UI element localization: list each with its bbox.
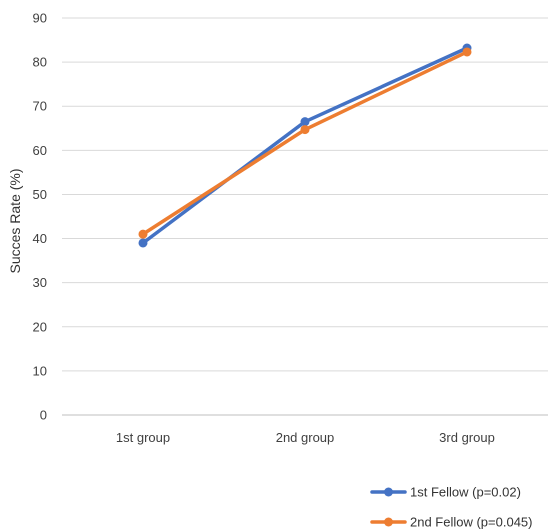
series-2 [138,47,472,239]
y-tick-label: 10 [33,363,47,378]
x-tick-label: 1st group [116,430,170,445]
x-axis-ticks: 1st group 2nd group 3rd group [116,430,495,445]
data-point [300,125,310,135]
legend-label: 1st Fellow (p=0.02) [410,485,521,500]
gridlines [62,17,548,416]
y-axis-ticks: 0 10 20 30 40 50 60 70 80 90 [33,11,47,423]
y-tick-label: 0 [40,408,47,423]
y-tick-label: 50 [33,187,47,202]
legend: 1st Fellow (p=0.02) 2nd Fellow (p=0.045) [370,485,533,530]
data-point [462,47,472,57]
legend-swatch-marker [384,487,393,497]
legend-entry-2: 2nd Fellow (p=0.045) [370,515,533,530]
y-tick-label: 80 [33,55,47,70]
series-line [141,46,469,245]
series-1 [138,43,472,248]
y-tick-label: 60 [33,143,47,158]
x-tick-label: 2nd group [276,430,335,445]
data-point [138,229,148,239]
y-tick-label: 90 [33,11,47,26]
legend-label: 2nd Fellow (p=0.045) [410,515,533,530]
y-tick-label: 40 [33,231,47,246]
y-tick-label: 30 [33,275,47,290]
series [138,43,472,248]
y-axis-title: Succes Rate (%) [7,168,23,273]
y-tick-label: 70 [33,99,47,114]
data-point [300,117,310,127]
legend-entry-1: 1st Fellow (p=0.02) [370,485,521,500]
x-tick-label: 3rd group [439,430,495,445]
data-point [138,238,148,248]
legend-swatch-marker [384,517,393,527]
y-tick-label: 20 [33,319,47,334]
